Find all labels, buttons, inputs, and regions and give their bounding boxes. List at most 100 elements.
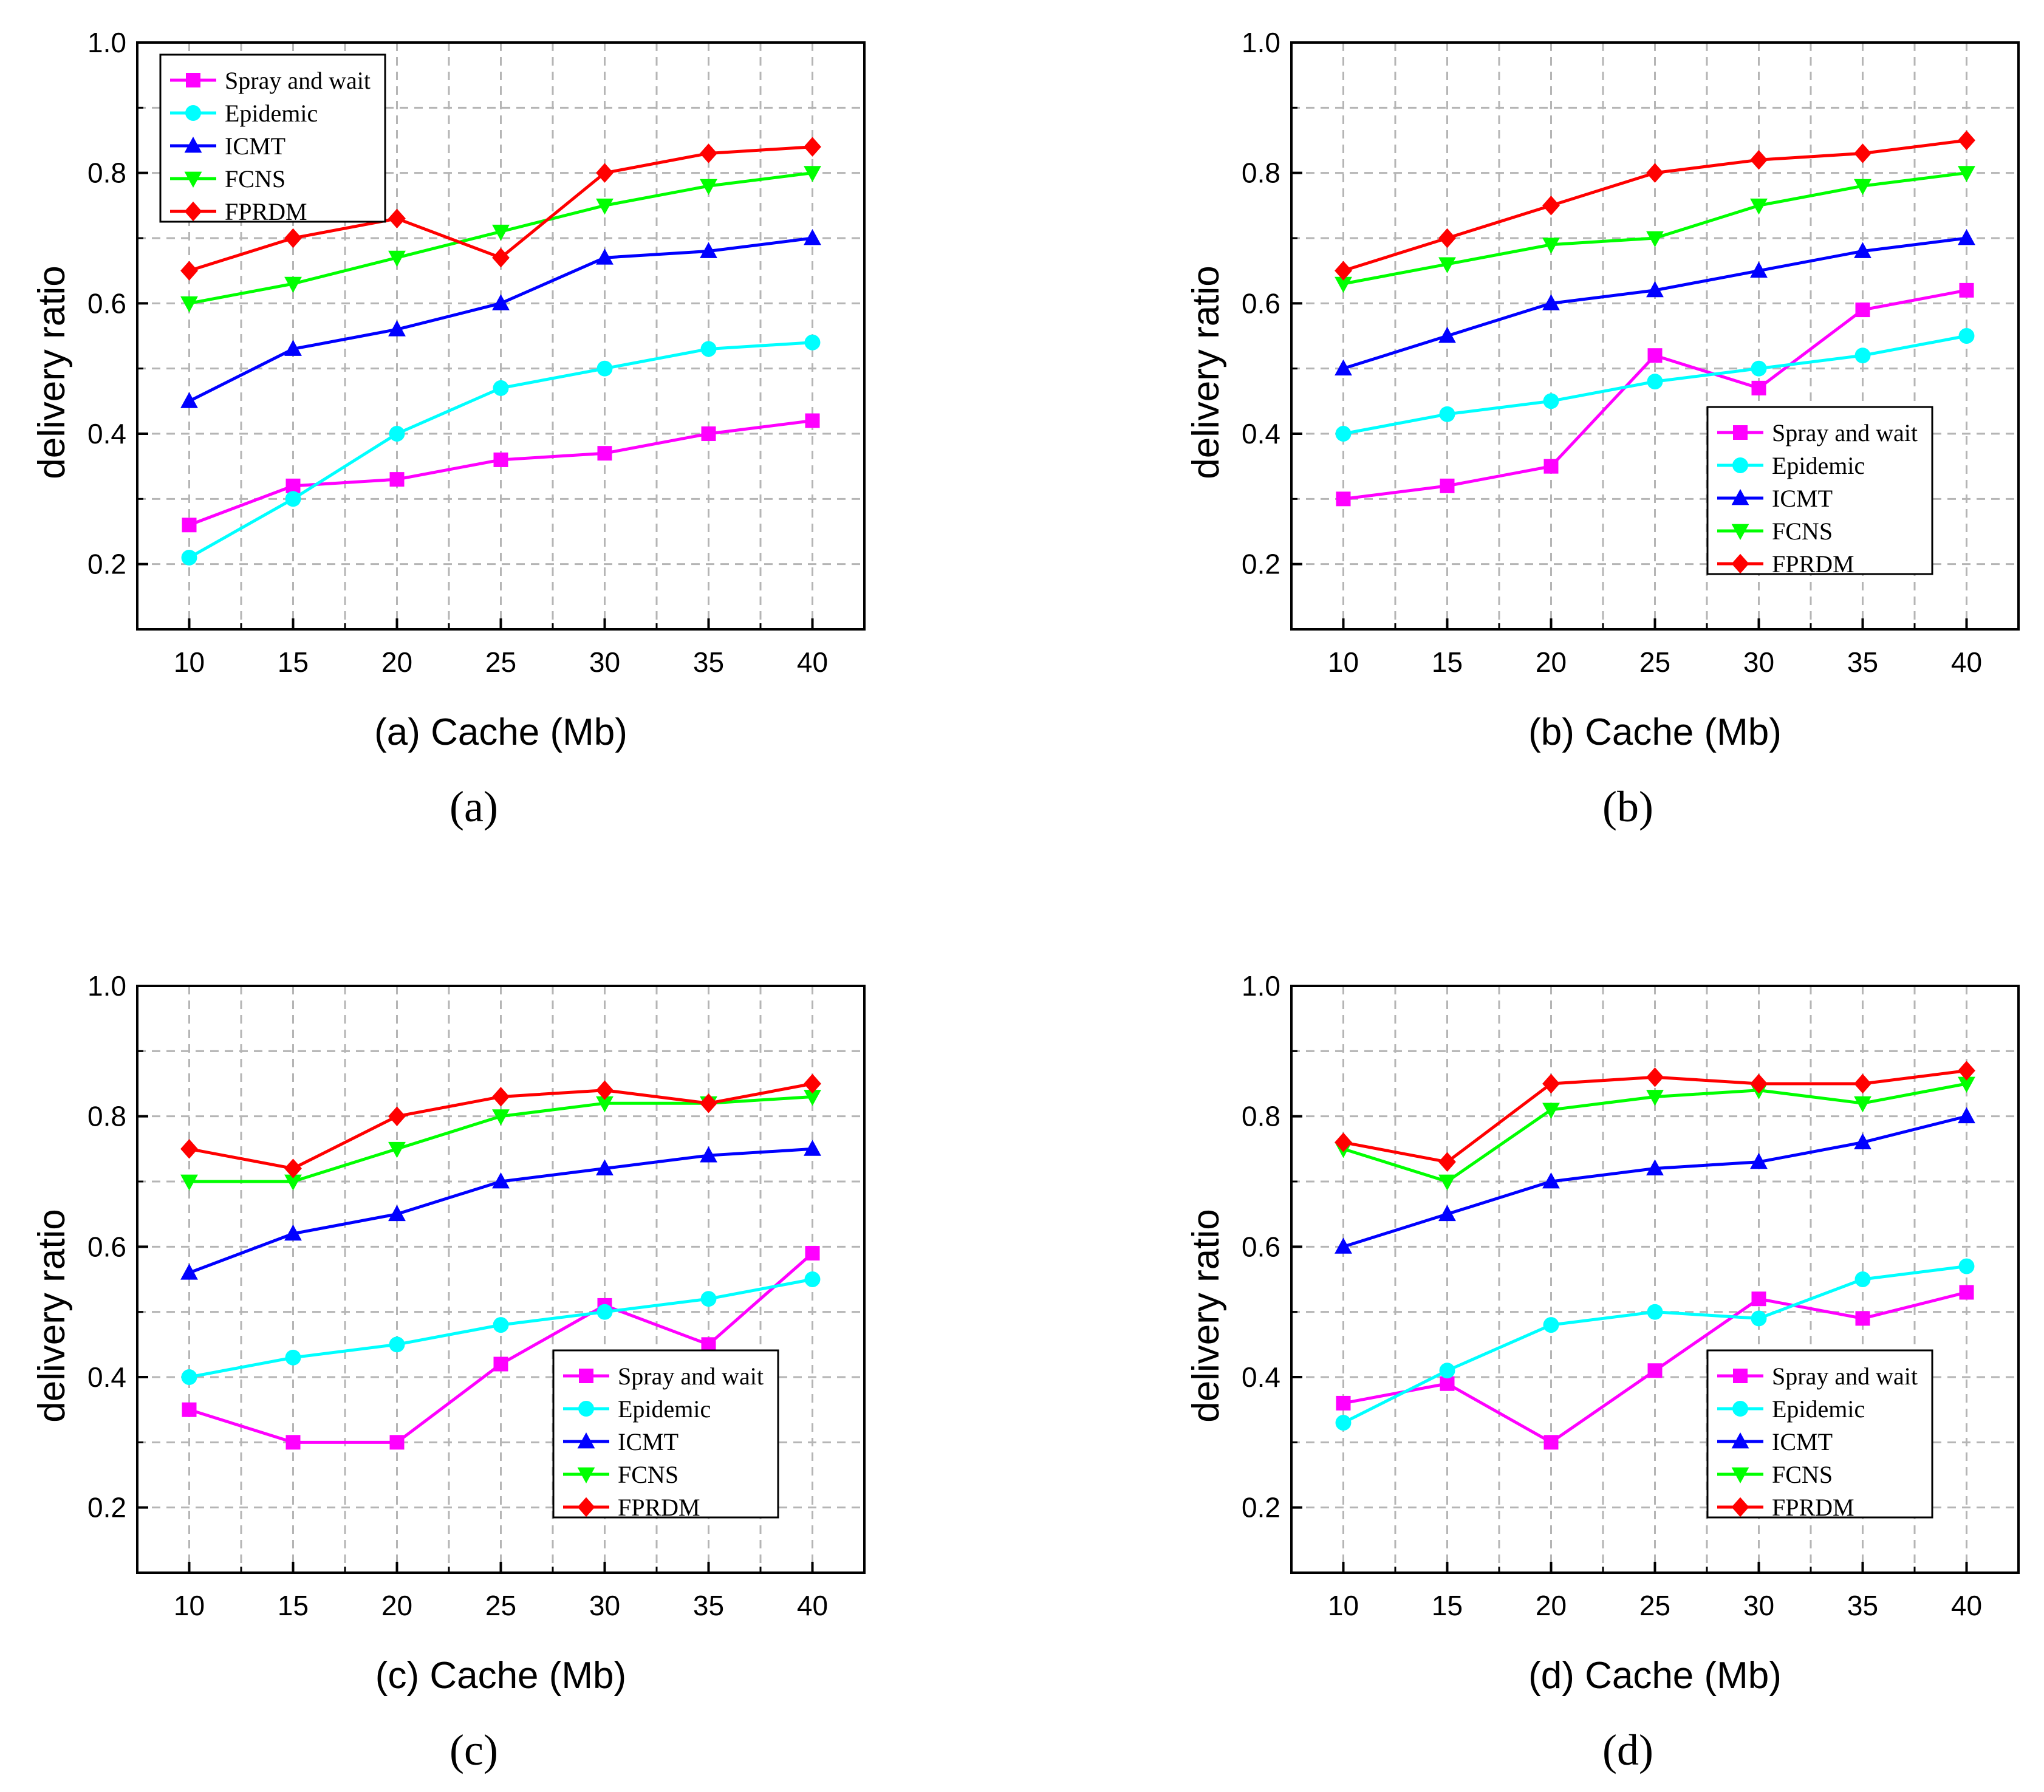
data-point-fcns [804,1090,821,1106]
data-point-fprdm [1335,1132,1352,1152]
legend-label-epidemic: Epidemic [225,100,318,127]
x-axis-label: (c) Cache (Mb) [375,1655,626,1697]
data-point-icmt [284,1224,302,1241]
legend-marker-fprdm [577,1497,595,1517]
data-point-fcns [804,166,821,182]
y-tick-label: 1.0 [87,27,126,58]
data-point-fprdm [492,1087,510,1107]
data-point-epidemic [1335,426,1352,442]
data-point-spray-and-wait [1543,459,1559,474]
data-point-epidemic [1854,347,1871,364]
chart-panel-c: 10 15 20 25 30 35 40 0.2 0.4 0.6 0.8 1.0 (c) Cache (… [31,970,866,1697]
x-tick-label: 10 [1328,646,1359,678]
data-point-icmt [596,1159,614,1175]
data-point-epidemic [181,549,197,566]
x-tick-label: 30 [1743,1590,1774,1621]
legend-label-epidemic: Epidemic [618,1395,711,1423]
legend-marker-epidemic [185,105,201,121]
data-point-epidemic [1439,1363,1455,1379]
x-tick-label: 35 [693,646,724,678]
data-point-fcns [1438,257,1456,273]
data-point-fcns [596,1096,614,1113]
legend-marker-epidemic [1732,1401,1748,1417]
x-tick-label: 20 [381,646,412,678]
legend-label-fprdm: FPRDM [1772,550,1854,578]
x-tick-label: 40 [1951,1590,1982,1621]
y-axis-label: delivery ratio [31,265,73,479]
x-tick-label: 20 [1536,1590,1567,1621]
data-point-spray-and-wait [805,1246,820,1261]
x-tick-label: 30 [589,646,620,678]
data-point-spray-and-wait [1336,1395,1351,1411]
data-point-icmt [180,1264,198,1280]
subfigure-label-d: (d) [1602,1726,1653,1774]
data-point-fprdm [596,1080,614,1100]
x-tick-label: 25 [1639,646,1670,678]
x-tick-label: 10 [174,646,205,678]
data-point-fprdm [180,1139,198,1159]
data-point-fprdm [284,228,302,248]
subfigure-label-b: (b) [1602,782,1653,831]
data-point-fcns [1646,1090,1664,1106]
y-tick-label: 0.2 [87,549,126,580]
data-point-fprdm [1750,1073,1768,1094]
data-point-spray-and-wait [597,446,612,461]
data-point-spray-and-wait [389,1435,405,1450]
x-tick-label: 35 [693,1590,724,1621]
data-point-fcns [1854,1096,1871,1113]
data-point-icmt [700,242,717,258]
legend-label-fcns: FCNS [1772,518,1833,545]
data-point-spray-and-wait [493,1356,508,1372]
data-point-spray-and-wait [1855,303,1870,318]
data-point-icmt [1335,359,1352,376]
x-tick-label: 10 [1328,1590,1359,1621]
data-point-fprdm [1958,130,1975,151]
data-point-epidemic [1958,1258,1975,1274]
legend-label-spray-and-wait: Spray and wait [618,1363,764,1390]
x-tick-label: 40 [797,1590,828,1621]
data-point-icmt [284,340,302,356]
legend-label-icmt: ICMT [1772,1428,1833,1455]
x-tick-label: 25 [485,646,516,678]
data-point-spray-and-wait [389,472,405,487]
y-tick-label: 0.4 [87,1361,126,1393]
data-point-spray-and-wait [805,413,820,428]
legend-marker-spray-and-wait [1733,1369,1748,1383]
data-point-fprdm [1438,228,1456,248]
data-point-fcns [180,1174,198,1191]
data-point-fprdm [1854,1073,1871,1094]
data-point-icmt [1750,261,1768,278]
x-axis-label: (d) Cache (Mb) [1528,1655,1782,1697]
data-point-epidemic [596,1304,613,1320]
legend-marker-icmt [577,1432,595,1449]
legend-marker-fcns [577,1467,595,1483]
data-point-fcns [284,1174,302,1191]
legend-marker-spray-and-wait [186,73,200,87]
data-point-spray-and-wait [1336,491,1351,507]
data-point-epidemic [700,1291,717,1307]
legend-label-fprdm: FPRDM [1772,1494,1854,1521]
data-point-fprdm [700,143,717,163]
x-tick-label: 40 [1951,646,1982,678]
subfigure-label-a: (a) [449,782,498,831]
y-tick-label: 0.2 [1242,1492,1280,1524]
legend-marker-icmt [184,137,202,153]
data-point-epidemic [389,1336,405,1353]
data-point-epidemic [1543,393,1559,409]
legend-label-spray-and-wait: Spray and wait [225,67,371,94]
data-point-epidemic [804,1271,821,1287]
subfigure-label-c: (c) [449,1726,498,1774]
legend-label-fprdm: FPRDM [618,1494,700,1521]
data-point-epidemic [1751,1310,1767,1327]
data-point-icmt [180,392,198,408]
data-point-fcns [700,179,717,196]
y-tick-label: 0.6 [1242,1231,1280,1262]
x-tick-label: 35 [1847,1590,1878,1621]
y-tick-label: 0.4 [1242,1361,1280,1393]
data-point-fprdm [1438,1152,1456,1172]
legend-label-epidemic: Epidemic [1772,452,1865,479]
data-point-fcns [1542,238,1560,254]
legend-label-icmt: ICMT [1772,485,1833,512]
data-point-fcns [1750,198,1768,215]
